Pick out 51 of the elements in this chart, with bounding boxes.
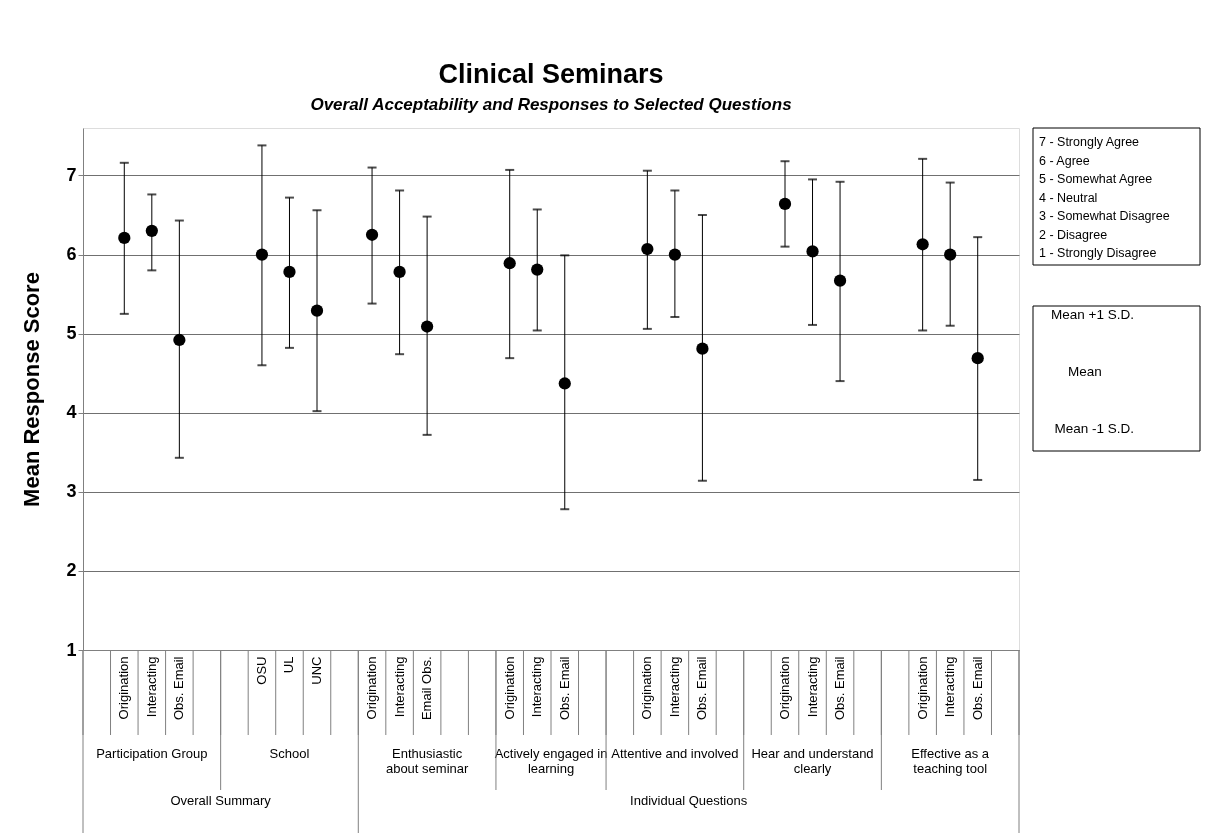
x-tick-label: UL <box>281 656 297 674</box>
y-tick-label: 7 <box>66 164 77 185</box>
y-axis-title: Mean Response Score <box>19 272 45 507</box>
x-tick-label: Origination <box>364 656 380 720</box>
x-tick-label: Origination <box>116 656 132 720</box>
text: 7 - Strongly Agree <box>1039 135 1140 149</box>
text: Effective as a teaching tool <box>911 746 990 776</box>
text: School <box>269 746 310 761</box>
x-tick-label: Obs. Email <box>556 656 572 721</box>
x-tick-label: Interacting <box>143 656 159 718</box>
text: Attentive and involved <box>611 746 739 761</box>
text: 3 - Somewhat Disagree <box>1039 209 1170 223</box>
x-tick-label: Origination <box>501 656 517 720</box>
text: 2 - Disagree <box>1039 227 1108 242</box>
chart-title: Clinical Seminars <box>438 58 664 89</box>
x-tick-label: Email Obs. <box>419 656 435 721</box>
text: Mean -1 S.D. <box>1054 421 1134 436</box>
text: Enthusiastic about seminar <box>385 746 469 776</box>
x-tick-label: Obs. Email <box>694 656 710 721</box>
text: Mean <box>1068 364 1102 379</box>
x-tick-label: OSU <box>253 656 269 685</box>
x-tick-label: Obs. Email <box>969 656 985 721</box>
text: 5 - Somewhat Agree <box>1039 172 1153 186</box>
x-tick-label: Obs. Email <box>171 656 187 721</box>
x-tick-label: Origination <box>639 656 655 720</box>
x-tick-label: Origination <box>914 656 930 720</box>
x-tick-label: Interacting <box>529 656 545 718</box>
y-tick-label: 5 <box>66 323 77 344</box>
x-tick-label: Origination <box>777 656 792 720</box>
text: 4 - Neutral <box>1039 190 1098 205</box>
x-tick-label: Obs. Email <box>832 656 848 721</box>
text: Individual Questions <box>630 793 748 808</box>
x-tick-label: Interacting <box>666 656 682 718</box>
text: Participation Group <box>96 746 208 761</box>
text: Hear and understand clearly <box>751 746 874 776</box>
text: Overall Summary <box>170 793 272 808</box>
y-tick-label: 2 <box>66 560 77 581</box>
text: Mean +1 S.D. <box>1051 307 1134 322</box>
y-tick-label: 6 <box>66 244 77 265</box>
text: 1 - Strongly Disagree <box>1039 246 1157 260</box>
y-tick-label: 3 <box>66 481 77 502</box>
x-tick-label: Interacting <box>942 656 958 718</box>
x-tick-label: Interacting <box>804 656 820 718</box>
text: Actively engaged in learning <box>494 746 608 776</box>
y-tick-label: 1 <box>66 639 77 660</box>
point <box>971 352 984 365</box>
text: 6 - Agree <box>1039 153 1090 168</box>
x-tick-label: Interacting <box>391 656 407 718</box>
x-tick-label: UNC <box>309 656 324 685</box>
y-tick-label: 4 <box>66 402 77 423</box>
chart-subtitle: Overall Acceptability and Responses to Selected Questions <box>310 94 792 114</box>
